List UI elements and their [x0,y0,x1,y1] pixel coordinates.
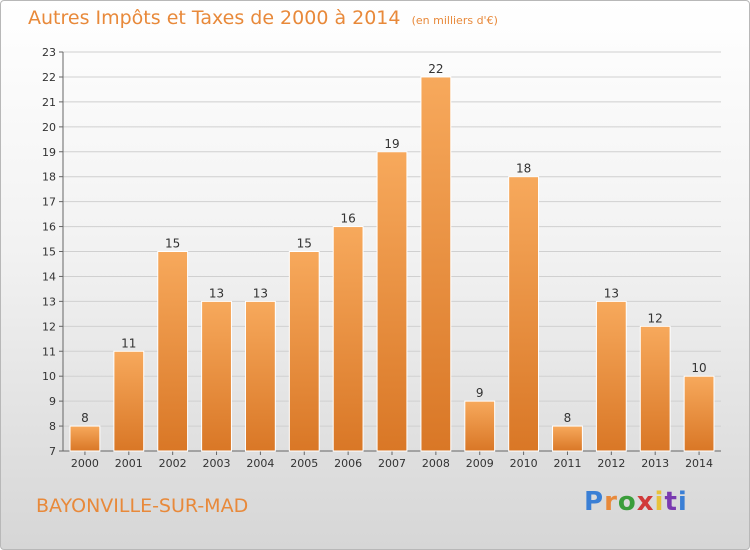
bar-value-label: 19 [384,137,399,151]
y-tick-label: 14 [42,270,56,283]
x-tick-label: 2003 [203,457,231,470]
bars-layer [69,76,715,452]
x-tick-label: 2009 [466,457,494,470]
bar-value-label: 15 [165,237,180,251]
bar [113,350,145,452]
logo-letter: o [617,487,637,517]
y-tick-label: 19 [42,146,56,159]
x-tick-label: 2008 [422,457,450,470]
x-tick-label: 2012 [597,457,625,470]
logo-letter: i [677,487,688,517]
logo-letter: x [636,487,655,517]
chart-title-main: Autres Impôts et Taxes de 2000 à 2014 [28,7,401,29]
logo-letter: t [664,487,678,517]
bar [420,76,452,452]
bar-value-label: 15 [297,237,312,251]
bar [552,425,583,452]
bar-value-label: 18 [516,162,531,176]
x-tick-label: 2011 [553,457,581,470]
axes-layer: 7 8 9 10 11 12 13 14 15 16 17 18 19 20 21 22 23 2000 2001 2… [42,46,721,470]
bar-value-label: 13 [209,286,224,300]
y-tick-label: 23 [42,46,56,59]
x-tick-label: 2004 [246,457,274,470]
y-tick-label: 17 [42,196,56,209]
bar [288,251,320,452]
bar [508,176,540,452]
y-tick-label: 9 [49,395,56,408]
y-tick-label: 22 [42,71,56,84]
y-tick-label: 20 [42,121,56,134]
y-tick-label: 15 [42,246,56,259]
bar-value-label: 9 [476,386,484,400]
y-tick-label: 11 [42,345,56,358]
y-tick-label: 13 [42,295,56,308]
x-tick-label: 2005 [290,457,318,470]
bar [464,400,496,452]
labels-layer: 8 11 15 13 13 15 16 19 22 9 18 8 13 12 10 [81,62,707,425]
bar [595,300,627,452]
bar-value-label: 10 [691,361,706,375]
y-tick-label: 7 [49,445,56,458]
logo-letter: r [604,487,618,517]
x-tick-label: 2010 [510,457,538,470]
logo-letter: i [654,487,665,517]
bar-value-label: 8 [564,411,572,425]
bar [332,226,364,452]
bar-value-label: 8 [81,411,89,425]
y-tick-label: 18 [42,171,56,184]
bar [201,300,232,452]
x-tick-label: 2001 [115,457,143,470]
chart-title-unit: (en milliers d'€) [411,14,498,27]
y-tick-label: 12 [42,320,56,333]
bar [683,375,715,452]
y-tick-label: 16 [42,221,56,234]
bar [157,251,189,452]
bar-value-label: 22 [428,62,443,76]
x-tick-label: 2002 [159,457,187,470]
y-tick-label: 10 [42,370,56,383]
x-tick-label: 2006 [334,457,362,470]
logo-letter: P [584,487,605,517]
bar-value-label: 11 [121,336,136,350]
y-tick-label: 8 [49,420,56,433]
commune-name: BAYONVILLE-SUR-MAD [36,495,249,517]
bar [69,425,101,452]
bar-value-label: 13 [253,286,268,300]
y-tick-label: 21 [42,96,56,109]
bar-value-label: 16 [340,212,355,226]
bar [376,151,408,452]
chart-title: Autres Impôts et Taxes de 2000 à 2014 (e… [28,7,498,29]
x-tick-label: 2013 [641,457,669,470]
x-tick-label: 2000 [71,457,99,470]
x-tick-label: 2014 [685,457,713,470]
bar [639,325,671,452]
proxiti-logo: Proxiti [584,487,688,517]
bar-value-label: 12 [648,311,663,325]
x-tick-label: 2007 [378,457,406,470]
bar-value-label: 13 [604,286,619,300]
bar [244,300,276,452]
